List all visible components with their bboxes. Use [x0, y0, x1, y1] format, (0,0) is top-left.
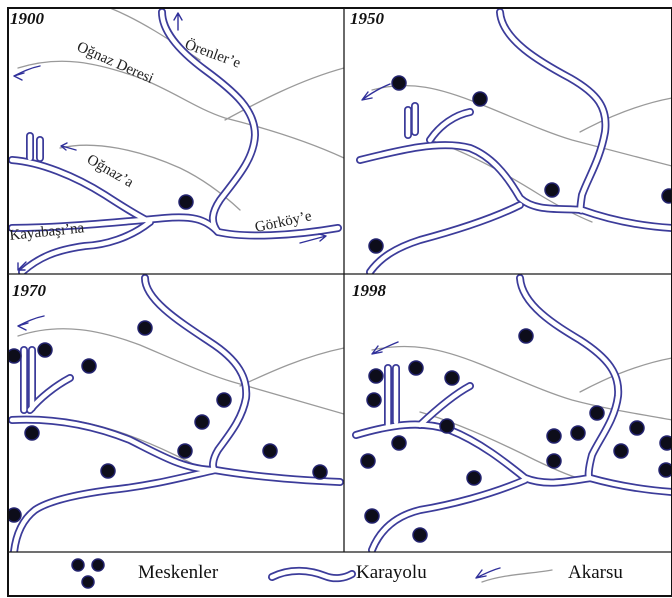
label-orenler: Örenler’e: [183, 36, 244, 72]
arrow-road-gorkoy: [299, 233, 327, 244]
legend-stream-symbol: [475, 567, 553, 583]
arrow-road-kayabasi: [17, 261, 27, 271]
stream-ognaz: [59, 144, 241, 211]
legend-stream-label: Akarsu: [568, 562, 623, 583]
panel-1950: 1950: [350, 8, 672, 274]
settlements-1998: [360, 328, 672, 543]
settlements-1950: [368, 75, 672, 254]
settlements-1970: [8, 320, 328, 523]
year-label-1900: 1900: [10, 9, 45, 28]
legend-settlements-label: Meskenler: [138, 562, 219, 583]
legend-highway-symbol: [268, 566, 356, 583]
stream-ognaz-deresi: [17, 60, 344, 159]
panel-1900: 1900 Örenler’e Oğnaz Deresi Oğnaz’a Kaya…: [8, 8, 344, 274]
roads-1950: [356, 8, 672, 274]
arrow-road-ognaz: [60, 142, 77, 151]
roads-1998: [352, 274, 672, 552]
arrow-road-orenler: [173, 12, 183, 31]
year-label-1970: 1970: [12, 281, 47, 300]
settlement: [178, 194, 194, 210]
stream-branch-north: [224, 67, 344, 121]
year-label-1998: 1998: [352, 281, 387, 300]
roads-1970: [8, 274, 344, 552]
year-label-1950: 1950: [350, 9, 385, 28]
legend-settlements-symbol: [71, 558, 105, 589]
panel-1998: 1998: [352, 274, 672, 552]
legend-highway-label: Karayolu: [356, 562, 427, 583]
legend: Meskenler Karayolu Akarsu: [71, 558, 623, 589]
panel-1970: 1970: [8, 274, 344, 552]
arrow-stream-1900-west: [13, 65, 41, 81]
roads-1900: [8, 8, 342, 274]
label-kayabasi: Kayabaşı’na: [9, 220, 86, 244]
panel-grid: [7, 7, 672, 597]
